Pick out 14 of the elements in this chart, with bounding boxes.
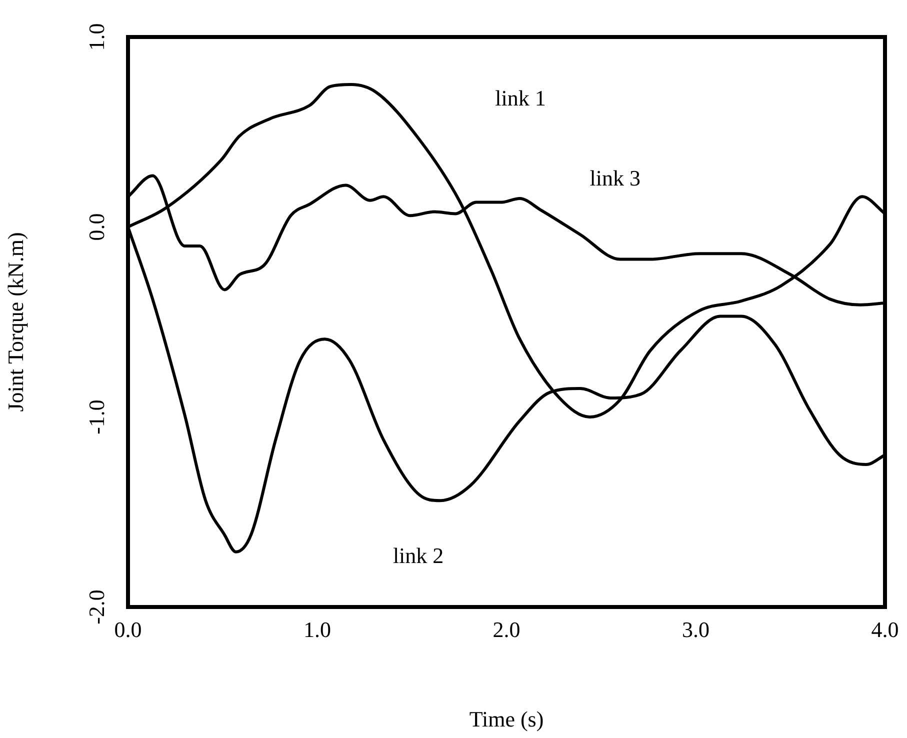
y-tick-label: 1.0 [84,23,109,51]
annotation: link 1 [495,85,546,110]
annotation: link 3 [590,165,641,190]
y-tick-label: 0.0 [84,213,109,241]
annotation: link 2 [392,543,444,568]
y-tick-label: -1.0 [84,400,109,434]
x-axis-title: Time (s) [469,706,544,732]
x-tick-label: 3.0 [682,616,710,642]
x-tick-label: 0.0 [114,616,142,642]
x-tick-label: 4.0 [871,616,899,642]
x-tick-label: 2.0 [492,616,520,642]
y-tick-label: -2.0 [84,590,109,624]
x-tick-label: 1.0 [304,616,331,642]
y-axis-title: Joint Torque (kN.m) [2,232,28,412]
